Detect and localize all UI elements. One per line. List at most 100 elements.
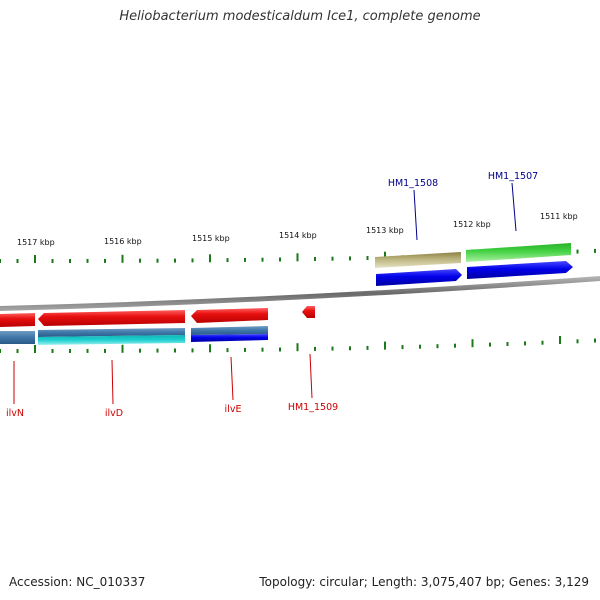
minor-tick	[156, 258, 159, 263]
accession-label: Accession: NC_010337	[9, 575, 146, 589]
major-tick	[296, 343, 299, 352]
cds-ilvd-arrow	[38, 310, 185, 326]
cds-ilvn-arrow	[0, 313, 35, 327]
minor-tick	[576, 249, 579, 254]
minor-tick	[156, 348, 159, 353]
minor-tick	[226, 258, 229, 263]
minor-tick	[244, 257, 246, 262]
minor-tick	[314, 346, 316, 351]
gene-hm1-1508-bar	[375, 252, 461, 268]
major-tick	[34, 345, 36, 353]
minor-tick	[226, 348, 229, 353]
minor-tick	[261, 347, 264, 352]
minor-tick	[86, 348, 89, 353]
cds-ilve-arrow	[191, 308, 268, 323]
minor-tick	[244, 347, 246, 352]
minor-tick	[139, 258, 141, 263]
minor-tick	[524, 341, 526, 346]
minor-tick	[86, 258, 89, 263]
reverse-strand-features	[0, 306, 315, 345]
gene-label-ilvn: ilvN	[6, 408, 24, 419]
minor-tick	[594, 248, 596, 253]
gene-ilvd-bar-lower	[38, 335, 185, 345]
minor-tick	[331, 346, 334, 351]
tick-label: 1515 kbp	[192, 234, 230, 243]
minor-tick	[139, 348, 141, 353]
minor-tick	[279, 347, 281, 352]
minor-tick	[51, 349, 54, 353]
major-tick	[559, 336, 561, 344]
minor-tick	[104, 348, 106, 353]
gene-label-hm1-1509: HM1_1509	[288, 402, 338, 413]
tick-label: 1513 kbp	[366, 226, 404, 235]
minor-tick	[349, 346, 351, 351]
cds-ilve-arrow-lower	[191, 334, 268, 342]
leader-ilvd	[111, 359, 114, 405]
leader-ilve	[230, 356, 234, 401]
tick-label: 1514 kbp	[279, 231, 317, 240]
tick-label: 1517 kbp	[17, 238, 55, 247]
minor-tick	[0, 349, 1, 353]
minor-tick	[366, 256, 369, 260]
minor-tick	[16, 259, 19, 263]
minor-tick	[174, 258, 176, 263]
minor-tick	[436, 344, 439, 349]
leader-hm1-1508	[413, 189, 418, 241]
genome-stats-label: Topology: circular; Length: 3,075,407 bp…	[259, 575, 589, 589]
minor-tick	[349, 256, 351, 261]
minor-tick	[261, 257, 264, 262]
genome-title: Heliobacterium modesticaldum Ice1, compl…	[119, 9, 481, 24]
genome-backbone	[0, 276, 600, 311]
leader-hm1-1507	[511, 182, 517, 232]
scale-tick-labels: 1517 kbp 1516 kbp 1515 kbp 1514 kbp 1513…	[17, 212, 578, 247]
gene-ilvn-bar	[0, 331, 35, 344]
minor-tick	[314, 257, 316, 261]
forward-strand-features	[375, 243, 573, 286]
major-tick	[209, 344, 211, 353]
gene-ilvd-bar	[38, 328, 185, 337]
minor-tick	[366, 345, 369, 350]
minor-tick	[191, 258, 194, 263]
gene-label-hm1-1507: HM1_1507	[488, 171, 538, 182]
leader-hm1-1509	[309, 353, 313, 399]
major-tick	[296, 253, 299, 262]
minor-tick	[0, 259, 1, 263]
minor-tick	[69, 259, 71, 263]
minor-tick	[331, 256, 334, 261]
major-tick	[471, 339, 474, 348]
cds-hm1-1509-arrow	[302, 306, 315, 318]
minor-tick	[191, 348, 194, 353]
tick-label: 1511 kbp	[540, 212, 578, 221]
cds-hm1-1508-arrow	[376, 269, 462, 286]
gene-label-hm1-1508: HM1_1508	[388, 178, 438, 189]
minor-tick	[419, 344, 421, 349]
minor-tick	[541, 340, 544, 345]
major-tick	[121, 344, 124, 353]
major-tick	[384, 251, 386, 260]
gene-labels: HM1_1508 HM1_1507 ilvN ilvD ilvE HM1_150…	[6, 171, 538, 419]
tick-label: 1512 kbp	[453, 220, 491, 229]
minor-tick	[506, 342, 509, 346]
minor-tick	[69, 349, 71, 353]
minor-tick	[454, 343, 456, 348]
minor-tick	[489, 342, 491, 347]
gene-hm1-1507-bar	[466, 243, 571, 262]
minor-tick	[51, 259, 54, 263]
minor-tick	[174, 348, 176, 353]
minor-tick	[104, 258, 106, 263]
scale-ticks	[0, 246, 596, 353]
minor-tick	[594, 338, 596, 343]
minor-tick	[576, 339, 579, 344]
tick-label: 1516 kbp	[104, 237, 142, 246]
major-tick	[209, 254, 211, 263]
minor-tick	[279, 257, 281, 262]
gene-label-ilve: ilvE	[225, 404, 242, 415]
gene-ilve-bar	[191, 326, 268, 335]
major-tick	[121, 254, 124, 263]
gene-leader-lines	[13, 182, 517, 405]
major-tick	[384, 341, 386, 350]
gene-label-ilvd: ilvD	[105, 408, 123, 419]
cds-hm1-1507-arrow	[467, 261, 573, 279]
